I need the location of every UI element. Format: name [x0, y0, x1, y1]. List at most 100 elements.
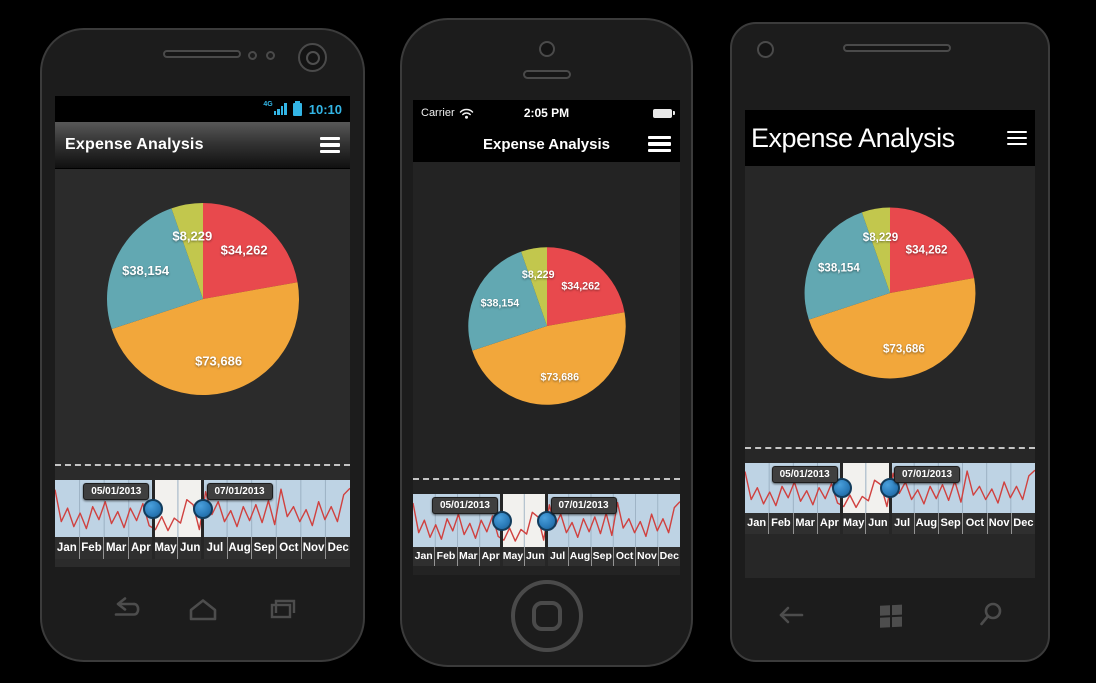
- month-label-jan: Jan: [745, 513, 770, 534]
- svg-text:$34,262: $34,262: [220, 242, 267, 257]
- menu-button[interactable]: [320, 136, 340, 154]
- date-range-selector: Jan Feb Mar Apr May Jun Jul Aug Sep Oct Nov Dec 05/…: [413, 494, 680, 566]
- range-end-handle[interactable]: [192, 499, 213, 519]
- month-label-aug: Aug: [569, 547, 592, 566]
- network-type-label: 4G: [263, 101, 273, 108]
- expense-pie-chart[interactable]: $34,262 $73,686 $38,154 $8,229: [465, 244, 629, 408]
- windows-phone: Expense Analysis $34,262 $73,686 $38,154 $8…: [730, 22, 1050, 662]
- page-title: Expense Analysis: [751, 122, 955, 153]
- month-label-nov: Nov: [636, 547, 659, 566]
- earpiece-speaker: [843, 44, 951, 52]
- svg-text:$38,154: $38,154: [818, 263, 860, 275]
- month-label-jan: Jan: [55, 537, 80, 559]
- app-header: Expense Analysis: [55, 122, 350, 169]
- app-header: Expense Analysis: [413, 126, 680, 162]
- month-label-apr: Apr: [479, 547, 503, 566]
- month-label-aug: Aug: [914, 513, 939, 534]
- battery-icon: [292, 100, 302, 116]
- svg-text:$34,262: $34,262: [906, 244, 948, 256]
- light-sensor: [266, 51, 275, 60]
- menu-button[interactable]: [648, 135, 671, 153]
- month-label-jul: Jul: [203, 537, 228, 559]
- date-range-selector: Jan Feb Mar Apr May Jun Jul Aug Sep Oct Nov Dec 05/…: [745, 463, 1035, 534]
- month-label-sep: Sep: [591, 547, 614, 566]
- home-icon[interactable]: [181, 595, 225, 623]
- svg-text:$34,262: $34,262: [561, 280, 600, 292]
- month-label-jun: Jun: [524, 547, 547, 566]
- month-label-jul: Jul: [890, 513, 915, 534]
- range-end-handle[interactable]: [536, 511, 557, 531]
- svg-text:$8,229: $8,229: [521, 269, 554, 281]
- app-screen: Carrier 2:05 PM Expense Analysis $34,262…: [413, 100, 680, 575]
- svg-text:$38,154: $38,154: [480, 297, 519, 309]
- battery-icon: [653, 108, 675, 118]
- earpiece-speaker: [523, 70, 571, 79]
- month-label-mar: Mar: [104, 537, 130, 559]
- month-label-may: May: [153, 537, 179, 559]
- month-label-oct: Oct: [613, 547, 637, 566]
- month-label-feb: Feb: [769, 513, 794, 534]
- app-screen: Expense Analysis $34,262 $73,686 $38,154 $8…: [745, 110, 1035, 578]
- search-icon[interactable]: [976, 600, 1006, 630]
- expense-pie-chart[interactable]: $34,262 $73,686 $38,154 $8,229: [801, 204, 979, 382]
- iphone-phone: Carrier 2:05 PM Expense Analysis $34,262…: [400, 18, 693, 667]
- month-label-apr: Apr: [817, 513, 842, 534]
- svg-text:$38,154: $38,154: [122, 263, 170, 278]
- range-start-handle[interactable]: [491, 511, 512, 531]
- range-end-tooltip: 07/01/2013: [894, 466, 961, 483]
- range-end-tooltip: 07/01/2013: [550, 497, 617, 514]
- android-phone: 4G 10:10 Expense Analysis $34,262 $73,686…: [40, 28, 365, 662]
- month-label-nov: Nov: [987, 513, 1012, 534]
- wifi-icon: [459, 108, 473, 119]
- svg-text:$73,686: $73,686: [195, 354, 242, 369]
- carrier-label: Carrier: [421, 107, 455, 119]
- range-end-handle[interactable]: [880, 478, 900, 498]
- month-label-mar: Mar: [457, 547, 480, 566]
- pie-chart-area: $34,262 $73,686 $38,154 $8,229: [55, 169, 350, 464]
- back-icon[interactable]: [101, 595, 145, 623]
- dashed-separator: [55, 464, 350, 466]
- range-start-line: [840, 463, 844, 534]
- range-end-tooltip: 07/01/2013: [206, 483, 273, 500]
- month-label-apr: Apr: [129, 537, 154, 559]
- month-label-may: May: [502, 547, 525, 566]
- pie-chart-area: $34,262 $73,686 $38,154 $8,229: [745, 166, 1035, 447]
- month-label-sep: Sep: [252, 537, 278, 559]
- recents-icon[interactable]: [261, 595, 305, 623]
- app-screen: 4G 10:10 Expense Analysis $34,262 $73,686…: [55, 96, 350, 567]
- earpiece-speaker: [163, 50, 241, 58]
- dashed-separator: [745, 447, 1035, 449]
- month-label-jun: Jun: [178, 537, 204, 559]
- month-label-jul: Jul: [546, 547, 570, 566]
- home-button[interactable]: [510, 580, 583, 652]
- android-nav-bar: [42, 593, 363, 625]
- svg-text:$73,686: $73,686: [883, 343, 925, 355]
- month-label-dec: Dec: [1011, 513, 1035, 534]
- month-axis: Jan Feb Mar Apr May Jun Jul Aug Sep Oct Nov Dec: [745, 513, 1035, 534]
- month-label-mar: Mar: [793, 513, 818, 534]
- windows-nav-bar: [732, 598, 1048, 632]
- signal-strength-icon: [273, 103, 287, 115]
- expense-pie-chart[interactable]: $34,262 $73,686 $38,154 $8,229: [103, 199, 303, 399]
- windows-logo-icon[interactable]: [876, 600, 906, 630]
- range-end-line: [888, 463, 892, 534]
- range-start-handle[interactable]: [143, 499, 164, 519]
- back-icon[interactable]: [774, 602, 806, 628]
- month-label-aug: Aug: [227, 537, 253, 559]
- range-start-tooltip: 05/01/2013: [771, 466, 838, 483]
- pie-chart-area: $34,262 $73,686 $38,154 $8,229: [413, 162, 680, 478]
- month-axis: Jan Feb Mar Apr May Jun Jul Aug Sep Oct Nov Dec: [55, 537, 350, 559]
- menu-button[interactable]: [1007, 130, 1027, 146]
- front-camera: [539, 41, 555, 57]
- month-label-oct: Oct: [277, 537, 302, 559]
- month-label-feb: Feb: [435, 547, 458, 566]
- range-start-tooltip: 05/01/2013: [83, 483, 150, 500]
- svg-text:$8,229: $8,229: [172, 228, 212, 243]
- range-start-tooltip: 05/01/2013: [431, 497, 498, 514]
- month-label-oct: Oct: [963, 513, 988, 534]
- range-start-handle[interactable]: [831, 478, 852, 498]
- dashed-separator: [413, 478, 680, 480]
- month-label-dec: Dec: [658, 547, 680, 566]
- month-label-nov: Nov: [301, 537, 327, 559]
